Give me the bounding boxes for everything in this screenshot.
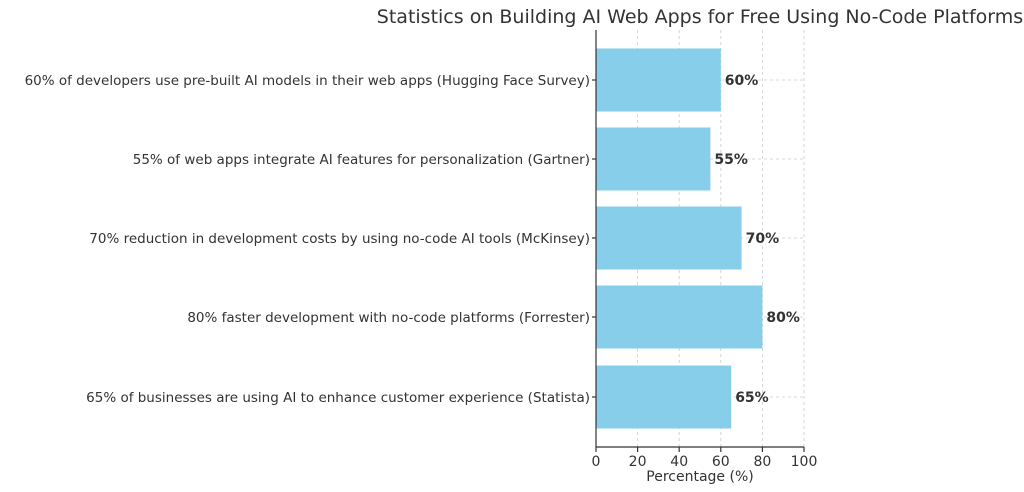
bar (596, 206, 742, 270)
category-label: 70% reduction in development costs by us… (89, 231, 590, 247)
data-label: 55% (714, 152, 748, 168)
axis-layer: 0 20 40 60 80 100 (592, 30, 818, 470)
category-label: 65% of businesses are using AI to enhanc… (86, 390, 590, 406)
label-layer: 60% of developers use pre-built AI model… (25, 73, 800, 406)
category-label: 55% of web apps integrate AI features fo… (133, 152, 590, 168)
bar-layer (596, 48, 763, 429)
chart-title: Statistics on Building AI Web Apps for F… (377, 6, 1023, 28)
x-tick-label: 60 (712, 454, 730, 470)
data-label: 70% (746, 231, 780, 247)
x-tick-label: 0 (592, 454, 601, 470)
category-label: 80% faster development with no-code plat… (187, 310, 590, 326)
category-label: 60% of developers use pre-built AI model… (25, 73, 590, 89)
x-tick-label: 20 (629, 454, 647, 470)
bar (596, 127, 711, 191)
data-label: 60% (725, 73, 759, 89)
bar (596, 48, 721, 112)
x-axis-label: Percentage (%) (646, 469, 753, 485)
x-tick-label: 80 (753, 454, 771, 470)
x-tick-label: 40 (670, 454, 688, 470)
data-label: 65% (735, 390, 769, 406)
bar (596, 285, 763, 349)
data-label: 80% (766, 310, 800, 326)
bar (596, 365, 732, 429)
x-tick-label: 100 (791, 454, 818, 470)
